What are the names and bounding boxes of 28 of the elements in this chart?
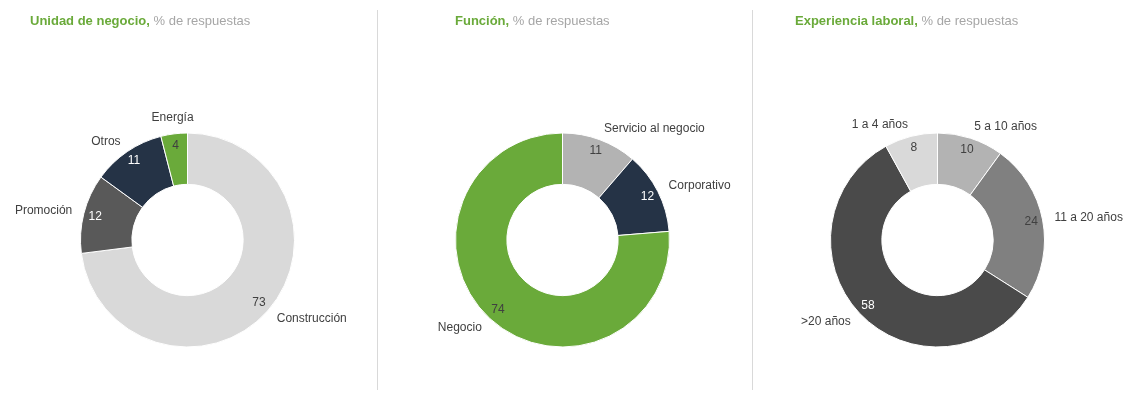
data-label: 74: [491, 302, 505, 317]
chart-title: Experiencia laboral,: [795, 13, 918, 28]
data-label: 73: [252, 295, 266, 310]
data-label: 11: [127, 153, 141, 168]
data-label: 12: [88, 208, 103, 223]
slice-label: >20 años: [801, 313, 851, 328]
data-label: 58: [861, 297, 876, 312]
chart-title: Función,: [455, 13, 510, 28]
data-label: 24: [1024, 214, 1039, 229]
slice-label: Corporativo: [668, 178, 731, 193]
data-label: 4: [172, 137, 180, 152]
data-label: 10: [960, 141, 974, 156]
slice-label: Otros: [91, 133, 121, 148]
slice-label: Servicio al negocio: [604, 120, 706, 135]
slice-label: 1 a 4 años: [851, 117, 908, 132]
slice-label: Negocio: [437, 319, 483, 334]
data-label: 12: [640, 189, 655, 204]
chart-title: Unidad de negocio,: [30, 13, 150, 28]
slice-label: 11 a 20 años: [1054, 210, 1123, 225]
data-label: 8: [910, 139, 918, 154]
slice-label: Construcción: [276, 311, 347, 326]
slice-label: 5 a 10 años: [974, 119, 1037, 134]
chart-subtitle: % de respuestas: [153, 13, 251, 28]
data-label: 11: [589, 142, 603, 157]
slice-label: Promoción: [14, 202, 73, 217]
chart-subtitle: % de respuestas: [512, 13, 610, 28]
slice-label: Energía: [151, 110, 194, 125]
chart-subtitle: % de respuestas: [921, 13, 1019, 28]
